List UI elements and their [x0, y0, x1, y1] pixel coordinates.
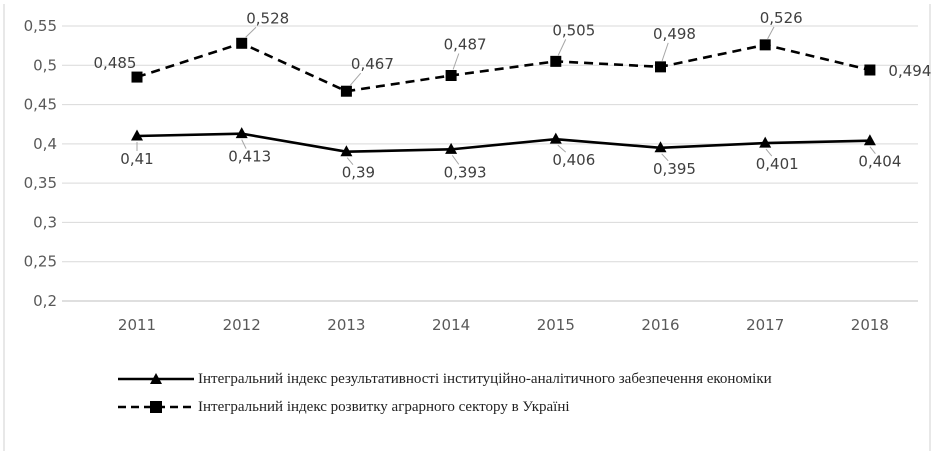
triangle-marker: [863, 134, 876, 146]
square-marker: [236, 37, 248, 49]
leader-line: [451, 155, 460, 165]
x-tick-label: 2012: [223, 316, 261, 334]
series-line-1: [136, 132, 870, 154]
data-label: 0,41: [120, 150, 153, 168]
data-label: 0,485: [94, 54, 137, 72]
square-marker: [655, 61, 666, 73]
data-label: 0,406: [552, 151, 595, 169]
square-marker: [864, 64, 876, 76]
leader-line: [557, 39, 567, 56]
data-label: 0,413: [228, 148, 271, 166]
x-tick-label: 2013: [327, 316, 365, 334]
legend-item-series-2: Інтегральний індекс розвитку аграрного с…: [118, 398, 918, 416]
y-tick-label: 0,2: [33, 292, 57, 310]
triangle-marker: [445, 142, 458, 154]
y-tick-label: 0,4: [33, 135, 57, 153]
data-label: 0,494: [888, 62, 931, 80]
series-line-2: [136, 41, 871, 93]
y-tick-label: 0,55: [24, 17, 57, 35]
triangle-marker: [549, 132, 562, 144]
legend-label-series-2: Інтегральний індекс розвитку аграрного с…: [198, 399, 570, 415]
data-label: 0,401: [756, 155, 799, 173]
leader-line: [350, 72, 362, 86]
square-marker: [759, 39, 771, 51]
data-label: 0,467: [351, 55, 394, 73]
data-label: 0,505: [552, 21, 595, 39]
leader-line: [661, 153, 669, 162]
data-label: 0,404: [858, 153, 901, 171]
legend-item-series-1: Інтегральний індекс результативності інс…: [118, 370, 918, 388]
y-tick-label: 0,5: [33, 56, 57, 74]
triangle-marker: [340, 145, 353, 157]
legend: Інтегральний індекс результативності інс…: [118, 370, 918, 426]
data-label: 0,528: [246, 9, 289, 27]
leader-line: [869, 146, 876, 155]
y-tick-label: 0,25: [24, 253, 57, 271]
data-label: 0,395: [653, 160, 696, 178]
square-marker: [131, 71, 143, 83]
x-tick-label: 2015: [537, 316, 575, 334]
x-tick-label: 2017: [746, 316, 784, 334]
leader-line: [765, 148, 773, 157]
leader-line: [245, 26, 257, 38]
data-label: 0,39: [342, 164, 375, 182]
square-marker: [550, 55, 562, 67]
x-tick-label: 2016: [641, 316, 679, 334]
leader-line: [557, 144, 567, 153]
triangle-marker: [131, 129, 143, 141]
legend-key-dashed-square: [118, 401, 194, 413]
leader-line: [452, 53, 460, 70]
legend-label-series-1: Інтегральний індекс результативності інс…: [198, 371, 772, 387]
triangle-marker: [654, 141, 667, 153]
legend-key-solid-triangle: [118, 373, 194, 384]
leader-line: [346, 157, 354, 166]
square-marker: [340, 85, 352, 97]
data-label: 0,526: [760, 9, 803, 27]
y-tick-label: 0,3: [33, 213, 57, 231]
data-label: 0,487: [444, 36, 487, 54]
leader-line: [241, 139, 247, 149]
x-tick-label: 2018: [851, 316, 889, 334]
leader-line: [767, 26, 775, 40]
triangle-marker: [759, 136, 772, 148]
data-label: 0,393: [444, 163, 487, 181]
y-tick-label: 0,35: [24, 174, 57, 192]
data-label: 0,498: [653, 25, 696, 43]
x-tick-label: 2011: [118, 316, 156, 334]
x-tick-label: 2014: [432, 316, 470, 334]
square-marker: [445, 70, 457, 81]
y-tick-label: 0,45: [24, 96, 57, 114]
leader-line: [661, 42, 669, 62]
triangle-marker: [235, 127, 248, 139]
